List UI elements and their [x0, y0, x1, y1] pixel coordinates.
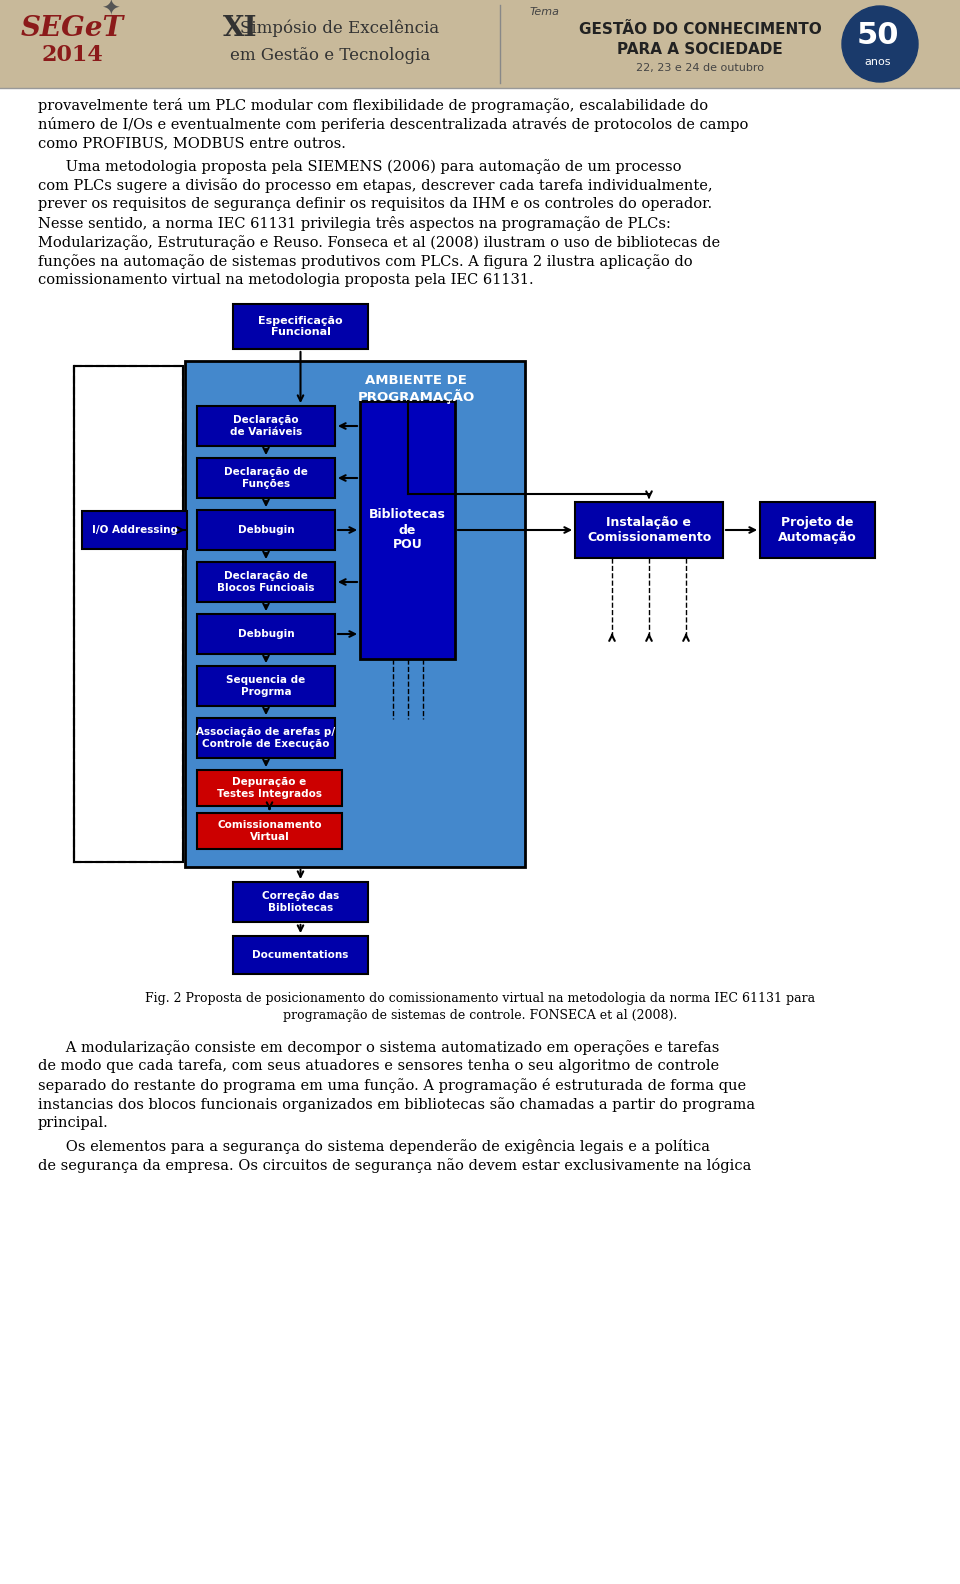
Text: Documentations: Documentations — [252, 950, 348, 960]
FancyBboxPatch shape — [197, 718, 335, 759]
Text: 2014: 2014 — [41, 44, 103, 67]
FancyBboxPatch shape — [575, 502, 723, 558]
Text: Declaração
de Variáveis: Declaração de Variáveis — [229, 415, 302, 437]
Text: funções na automação de sistemas produtivos com PLCs. A figura 2 ilustra aplicaç: funções na automação de sistemas produti… — [38, 253, 692, 269]
Text: anos: anos — [865, 57, 891, 67]
Text: comissionamento virtual na metodologia proposta pela IEC 61131.: comissionamento virtual na metodologia p… — [38, 272, 534, 287]
Text: de segurança da empresa. Os circuitos de segurança não devem estar exclusivament: de segurança da empresa. Os circuitos de… — [38, 1158, 752, 1174]
FancyBboxPatch shape — [233, 882, 368, 922]
Text: Uma metodologia proposta pela SIEMENS (2006) para automação de um processo: Uma metodologia proposta pela SIEMENS (2… — [38, 158, 682, 174]
Text: GESTÃO DO CONHECIMENTO: GESTÃO DO CONHECIMENTO — [579, 22, 822, 38]
Text: Nesse sentido, a norma IEC 61131 privilegia três aspectos na programação de PLCs: Nesse sentido, a norma IEC 61131 privile… — [38, 215, 671, 231]
FancyBboxPatch shape — [197, 406, 335, 447]
Text: Declaração de
Blocos Funcioais: Declaração de Blocos Funcioais — [217, 572, 315, 592]
Text: SEGeT: SEGeT — [20, 14, 124, 41]
Circle shape — [842, 6, 918, 82]
Text: Declaração de
Funções: Declaração de Funções — [224, 467, 308, 489]
Text: Debbugin: Debbugin — [238, 629, 295, 638]
Text: A modularização consiste em decompor o sistema automatizado em operações e taref: A modularização consiste em decompor o s… — [38, 1041, 719, 1055]
Text: 50: 50 — [856, 22, 900, 51]
Text: Debbugin: Debbugin — [238, 524, 295, 535]
Text: AMBIENTE DE
PROGRAMAÇÃO: AMBIENTE DE PROGRAMAÇÃO — [357, 374, 475, 404]
Text: Projeto de
Automação: Projeto de Automação — [779, 516, 857, 543]
Text: como PROFIBUS, MODBUS entre outros.: como PROFIBUS, MODBUS entre outros. — [38, 136, 346, 150]
FancyBboxPatch shape — [197, 770, 342, 806]
Text: Simpósio de Excelência: Simpósio de Excelência — [240, 19, 440, 36]
Text: em Gestão e Tecnologia: em Gestão e Tecnologia — [229, 46, 430, 63]
Text: Fig. 2 Proposta de posicionamento do comissionamento virtual na metodologia da n: Fig. 2 Proposta de posicionamento do com… — [145, 992, 815, 1004]
Text: Sequencia de
Progrma: Sequencia de Progrma — [227, 675, 305, 697]
FancyBboxPatch shape — [197, 615, 335, 654]
Text: Depuração e
Testes Integrados: Depuração e Testes Integrados — [217, 778, 322, 798]
FancyBboxPatch shape — [233, 304, 368, 348]
Text: prever os requisitos de segurança definir os requisitos da IHM e os controles do: prever os requisitos de segurança defini… — [38, 196, 712, 211]
FancyBboxPatch shape — [197, 813, 342, 849]
Text: número de I/Os e eventualmente com periferia descentralizada através de protocol: número de I/Os e eventualmente com perif… — [38, 117, 749, 131]
FancyBboxPatch shape — [0, 0, 960, 89]
Text: principal.: principal. — [38, 1117, 108, 1129]
FancyBboxPatch shape — [185, 361, 525, 866]
Text: Modularização, Estruturação e Reuso. Fonseca et al (2008) ilustram o uso de bibl: Modularização, Estruturação e Reuso. Fon… — [38, 234, 720, 250]
Text: Especificação
Funcional: Especificação Funcional — [258, 315, 343, 337]
Text: separado do restante do programa em uma função. A programação é estruturada de f: separado do restante do programa em uma … — [38, 1079, 746, 1093]
Text: ✦: ✦ — [101, 0, 119, 21]
Text: instancias dos blocos funcionais organizados em bibliotecas são chamadas a parti: instancias dos blocos funcionais organiz… — [38, 1098, 756, 1112]
FancyBboxPatch shape — [197, 562, 335, 602]
Text: com PLCs sugere a divisão do processo em etapas, descrever cada tarefa individua: com PLCs sugere a divisão do processo em… — [38, 177, 712, 193]
Text: XI: XI — [223, 14, 257, 41]
Text: Associação de arefas p/
Controle de Execução: Associação de arefas p/ Controle de Exec… — [197, 727, 336, 749]
Text: 22, 23 e 24 de outubro: 22, 23 e 24 de outubro — [636, 63, 764, 73]
FancyBboxPatch shape — [197, 665, 335, 706]
FancyBboxPatch shape — [197, 458, 335, 497]
Text: de modo que cada tarefa, com seus atuadores e sensores tenha o seu algoritmo de : de modo que cada tarefa, com seus atuado… — [38, 1060, 719, 1072]
Text: Correção das
Bibliotecas: Correção das Bibliotecas — [262, 892, 339, 912]
Text: PARA A SOCIEDADE: PARA A SOCIEDADE — [617, 43, 782, 57]
FancyBboxPatch shape — [197, 510, 335, 550]
Text: Comissionamento
Virtual: Comissionamento Virtual — [217, 821, 322, 841]
Text: I/O Addressing: I/O Addressing — [91, 524, 178, 535]
FancyBboxPatch shape — [82, 512, 187, 550]
Text: programação de sistemas de controle. FONSECA et al (2008).: programação de sistemas de controle. FON… — [283, 1009, 677, 1022]
Text: Bibliotecas
de
POU: Bibliotecas de POU — [369, 508, 446, 551]
Text: Os elementos para a segurança do sistema dependerão de exigência legais e a polí: Os elementos para a segurança do sistema… — [38, 1139, 710, 1155]
FancyBboxPatch shape — [360, 401, 455, 659]
FancyBboxPatch shape — [233, 936, 368, 974]
FancyBboxPatch shape — [760, 502, 875, 558]
Text: provavelmente terá um PLC modular com flexibilidade de programação, escalabilida: provavelmente terá um PLC modular com fl… — [38, 98, 708, 112]
Text: Tema: Tema — [530, 6, 560, 17]
Text: Instalação e
Comissionamento: Instalação e Comissionamento — [587, 516, 711, 543]
